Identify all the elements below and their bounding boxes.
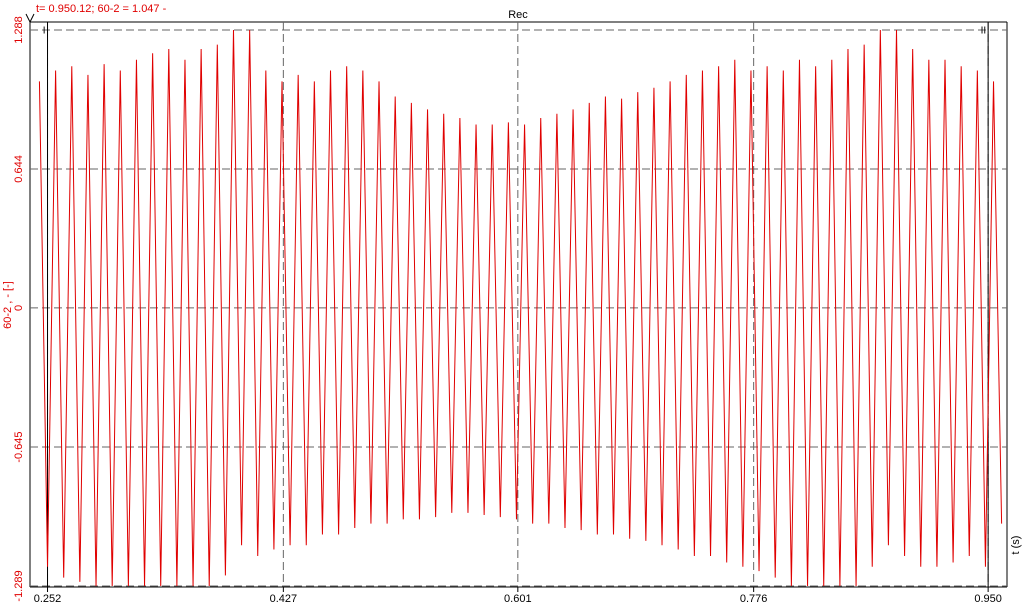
cursor-label: I [43,26,46,37]
y-tick-label: 0 [13,305,25,311]
signal-line [38,29,1003,587]
cursor-label: II [981,26,987,37]
header-readout: t= 0.950.12; 60-2 = 1.047 - [36,3,167,15]
y-tick-label: 1.288 [13,16,25,44]
axis-arrow [25,13,35,23]
y-tick-label: 0.644 [13,155,25,183]
x-tick-label: 0.776 [740,593,768,605]
x-tick-label: 0.252 [34,593,62,605]
x-tick-label: 0.601 [504,593,532,605]
x-tick-label: 0.950 [974,593,1002,605]
x-tick-label: 0.427 [270,593,298,605]
y-tick-label: -0.645 [13,431,25,462]
y-tick-label: -1.289 [13,570,25,601]
chart-title: Rec [508,9,528,21]
x-axis-title: t (s) [1010,536,1022,555]
y-axis-title: 60-2 , - [-] [2,281,14,329]
